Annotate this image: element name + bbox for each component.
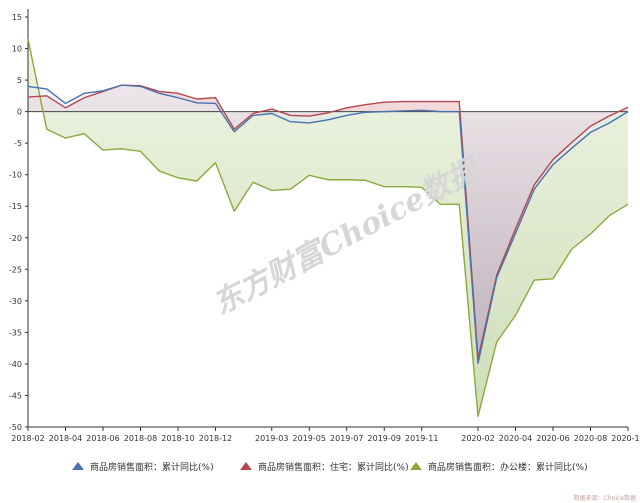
total-area-fill	[28, 85, 628, 364]
y-tick-label: -25	[9, 265, 22, 274]
legend-marker-1	[240, 462, 252, 470]
y-tick-label: -45	[9, 391, 22, 400]
x-tick-label: 2019-07	[330, 434, 363, 443]
y-tick-label: 15	[12, 13, 22, 22]
legend-label-1: 商品房销售面积：住宅：累计同比(%)	[258, 461, 409, 473]
x-tick-label: 2019-03	[255, 434, 288, 443]
office-line	[27, 38, 629, 417]
x-tick-label: 2019-09	[368, 434, 401, 443]
y-tick-label: -50	[9, 423, 22, 432]
x-tick-label: 2018-06	[86, 434, 119, 443]
y-tick-label: -20	[9, 234, 22, 243]
y-tick-label: 0	[17, 108, 22, 117]
y-tick-label: -30	[9, 297, 22, 306]
legend-label-0: 商品房销售面积：累计同比(%)	[90, 461, 214, 473]
y-tick-label: -35	[9, 328, 22, 337]
series-lines	[27, 38, 629, 417]
legend-marker-0	[72, 462, 84, 470]
y-tick-label: -15	[9, 202, 22, 211]
x-tick-label: 2020-06	[536, 434, 569, 443]
x-tick-label: 2018-10	[161, 434, 194, 443]
legend-label-2: 商品房销售面积：办公楼：累计同比(%)	[428, 461, 588, 473]
x-tick-label: 2020-10	[611, 434, 640, 443]
axes: 15 10 5 0 -5 -10 -15 -20 -25 -30 -35 -40 -45 -50 2018-…	[9, 9, 640, 443]
x-tick-label: 2018-04	[49, 434, 82, 443]
x-tick-label: 2020-08	[574, 434, 607, 443]
y-tick-label: 10	[12, 45, 22, 54]
area-fills	[28, 39, 628, 417]
x-tick-label: 2019-11	[405, 434, 438, 443]
x-tick-label: 2018-12	[199, 434, 232, 443]
y-tick-label: 5	[17, 76, 22, 85]
legend-marker-2	[410, 462, 422, 470]
x-tick-label: 2020-02	[461, 434, 494, 443]
y-tick-label: -40	[9, 360, 22, 369]
y-tick-label: -10	[9, 171, 22, 180]
x-tick-label: 2020-04	[499, 434, 532, 443]
x-tick-label: 2018-08	[124, 434, 157, 443]
legend: 商品房销售面积：累计同比(%) 商品房销售面积：住宅：累计同比(%) 商品房销售面积…	[72, 461, 588, 473]
x-tick-label: 2019-05	[293, 434, 326, 443]
y-tick-label: -5	[14, 139, 22, 148]
source-label: 数据来源：Choice数据	[574, 494, 636, 502]
x-tick-label: 2018-02	[11, 434, 44, 443]
total-line	[27, 84, 629, 364]
